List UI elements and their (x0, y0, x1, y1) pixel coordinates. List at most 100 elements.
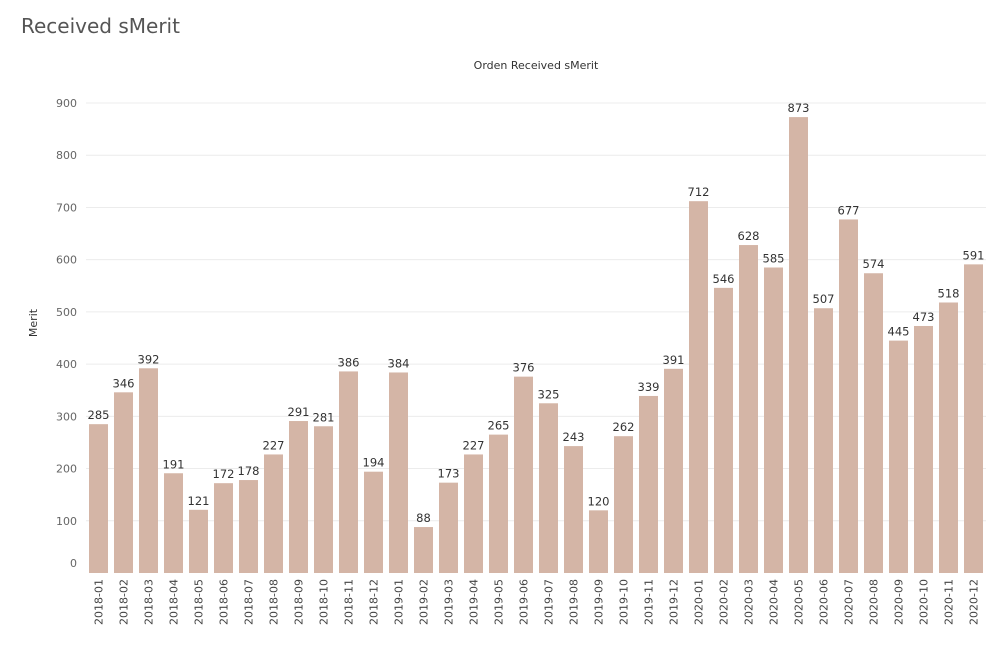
data-label: 392 (138, 352, 160, 366)
grid-lines (86, 102, 986, 522)
data-label: 339 (638, 380, 660, 394)
bar (764, 267, 783, 573)
x-tick-label: 2018-07 (243, 579, 256, 625)
x-tick-label: 2020-09 (893, 579, 906, 625)
data-label: 285 (88, 408, 110, 422)
bar (739, 245, 758, 574)
bar (289, 421, 308, 573)
data-label: 346 (113, 376, 135, 390)
bar (914, 325, 933, 573)
bar (789, 117, 808, 573)
data-label: 243 (563, 430, 585, 444)
x-tick-label: 2018-03 (143, 579, 156, 625)
x-tick-label: 2019-08 (568, 579, 581, 625)
data-label: 172 (213, 467, 235, 481)
y-axis-ticks: 0 100 200 300 400 500 600 700 800 900 (56, 97, 77, 570)
x-tick-label: 2020-05 (793, 579, 806, 625)
bar (364, 471, 383, 573)
bar (964, 264, 983, 573)
bar (164, 473, 183, 573)
x-tick-label: 2019-01 (393, 579, 406, 625)
data-label: 591 (963, 248, 985, 262)
x-tick-label: 2020-12 (968, 579, 981, 625)
data-label: 178 (238, 464, 260, 478)
x-tick-label: 2019-12 (668, 579, 681, 625)
y-tick-label: 400 (56, 358, 77, 371)
y-tick-label: 0 (70, 557, 77, 570)
x-tick-label: 2019-02 (418, 579, 431, 625)
data-label: 677 (838, 203, 860, 217)
data-label: 191 (163, 457, 185, 471)
data-label: 227 (263, 438, 285, 452)
data-label: 194 (363, 456, 385, 470)
bar (339, 371, 358, 573)
x-tick-label: 2020-08 (868, 579, 881, 625)
page-title: Received sMerit (21, 14, 180, 38)
data-label: 88 (416, 511, 431, 525)
bar (239, 480, 258, 573)
bar (664, 368, 683, 573)
x-tick-label: 2018-06 (218, 579, 231, 625)
x-tick-label: 2019-03 (443, 579, 456, 625)
bar (614, 436, 633, 573)
x-tick-label: 2020-11 (943, 579, 956, 625)
bar (889, 340, 908, 573)
x-tick-label: 2019-04 (468, 579, 481, 625)
bar (514, 376, 533, 573)
x-tick-label: 2018-09 (293, 579, 306, 625)
bar (864, 273, 883, 573)
y-axis-label: Merit (27, 308, 40, 337)
data-label: 386 (338, 355, 360, 369)
x-tick-label: 2019-11 (643, 579, 656, 625)
bar (89, 424, 108, 573)
chart-title: Orden Received sMerit (474, 59, 599, 72)
x-tick-label: 2018-10 (318, 579, 331, 625)
bar (589, 510, 608, 573)
data-label: 265 (488, 419, 510, 433)
y-tick-label: 700 (56, 201, 77, 214)
bar (214, 483, 233, 573)
bar (564, 446, 583, 573)
bar (114, 392, 133, 573)
data-label: 281 (313, 410, 335, 424)
x-tick-label: 2019-09 (593, 579, 606, 625)
x-tick-label: 2020-10 (918, 579, 931, 625)
x-tick-label: 2018-04 (168, 579, 181, 625)
y-tick-label: 900 (56, 97, 77, 110)
bar (689, 201, 708, 573)
data-label: 173 (438, 467, 460, 481)
y-tick-label: 200 (56, 463, 77, 476)
x-tick-label: 2018-11 (343, 579, 356, 625)
data-label: 325 (538, 387, 560, 401)
y-tick-label: 100 (56, 515, 77, 528)
bar (414, 527, 433, 573)
bar (639, 395, 658, 573)
data-label: 262 (613, 420, 635, 434)
bar (464, 454, 483, 573)
data-label: 120 (588, 494, 610, 508)
y-tick-label: 500 (56, 306, 77, 319)
x-tick-label: 2020-02 (718, 579, 731, 625)
x-tick-label: 2020-01 (693, 579, 706, 625)
bar (539, 403, 558, 573)
bar (489, 434, 508, 573)
bar (439, 482, 458, 573)
x-tick-label: 2019-05 (493, 579, 506, 625)
data-label: 121 (188, 494, 210, 508)
data-label: 376 (513, 361, 535, 375)
bar (264, 454, 283, 573)
x-tick-label: 2020-07 (843, 579, 856, 625)
data-label: 574 (863, 257, 885, 271)
bars (89, 117, 983, 574)
bar (314, 426, 333, 573)
data-label: 507 (813, 292, 835, 306)
data-label: 473 (913, 310, 935, 324)
data-label: 712 (688, 185, 710, 199)
bar (814, 308, 833, 573)
x-tick-label: 2019-06 (518, 579, 531, 625)
bar (939, 302, 958, 573)
y-tick-label: 600 (56, 254, 77, 267)
x-tick-label: 2020-03 (743, 579, 756, 625)
